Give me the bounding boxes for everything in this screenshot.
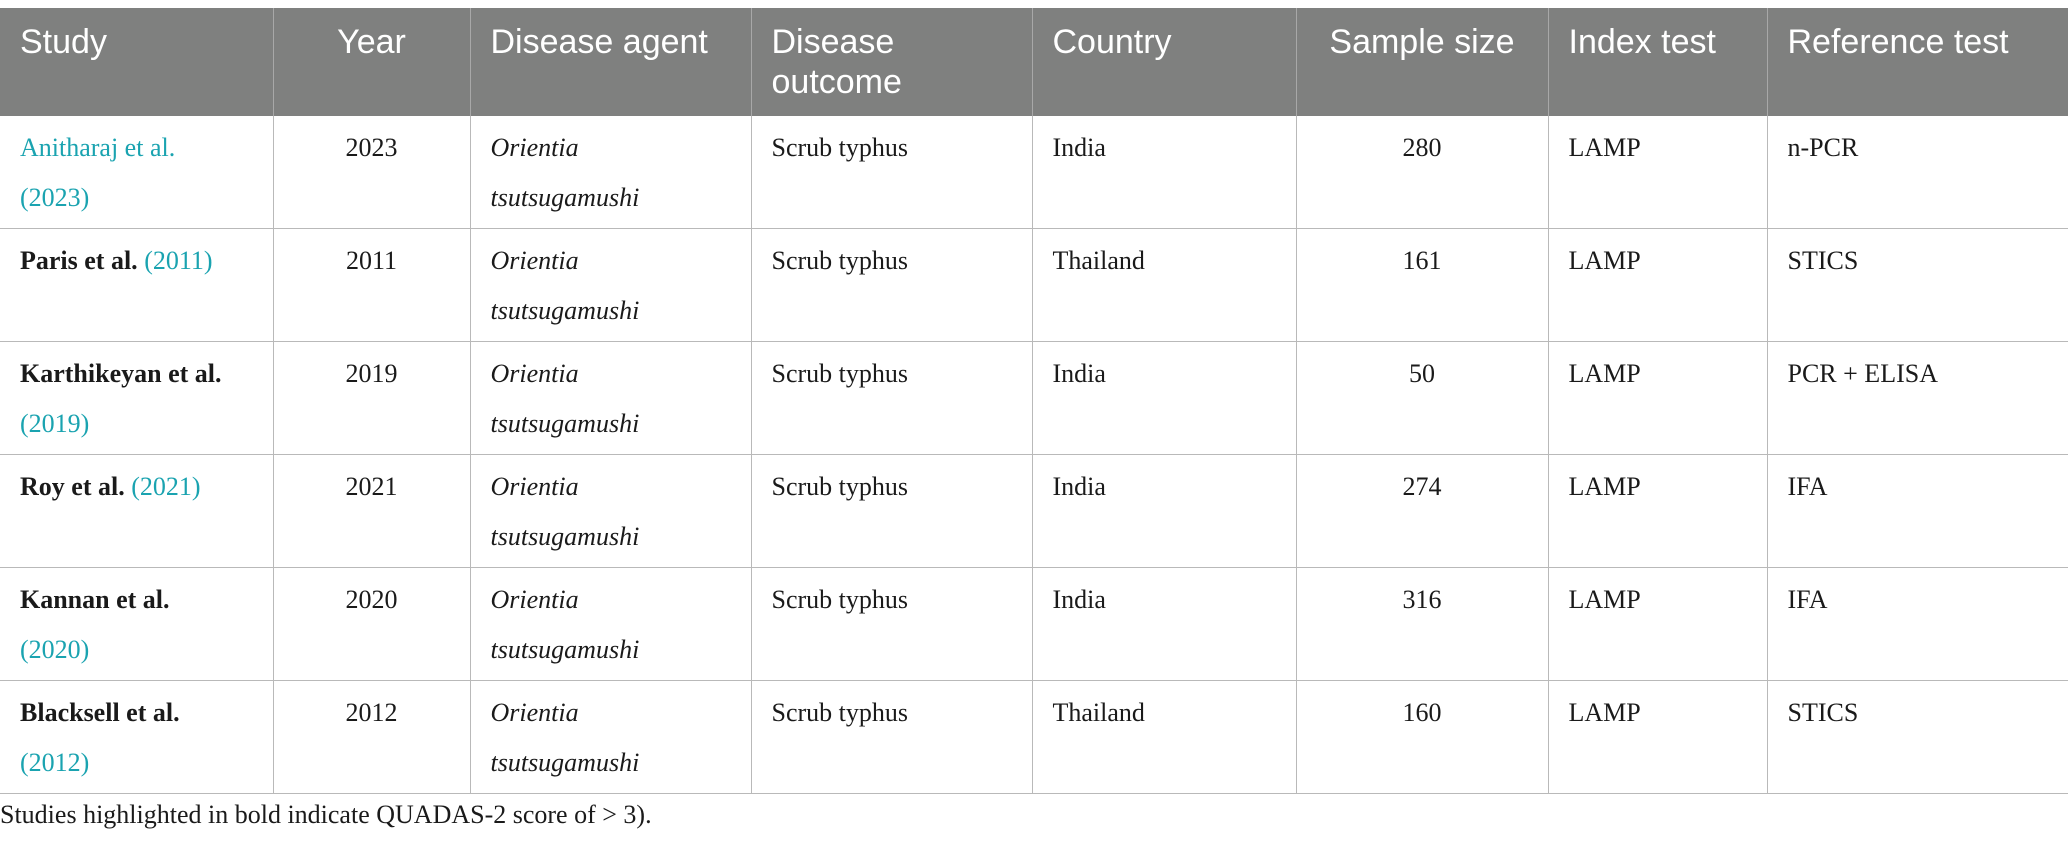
- country-cell: India: [1032, 454, 1297, 568]
- header-year: Year: [273, 8, 471, 116]
- study-cell: Blacksell et al. (2012): [0, 680, 274, 794]
- disease-outcome-cell: Scrub typhus: [751, 116, 1033, 229]
- sample-size-cell: 316: [1296, 567, 1549, 681]
- country-cell: Thailand: [1032, 680, 1297, 794]
- header-reference-test: Reference test: [1767, 8, 2068, 116]
- disease-agent-cell: Orientia tsutsugamushi: [470, 680, 752, 794]
- year-cell: 2019: [273, 341, 471, 455]
- table-row: Karthikeyan et al. (2019) 2019 Orientia t…: [0, 341, 2068, 455]
- table-body: Anitharaj et al. (2023) 2023 Orientia tsu…: [0, 116, 2068, 794]
- disease-outcome-cell: Scrub typhus: [751, 454, 1033, 568]
- header-disease-agent: Disease agent: [470, 8, 752, 116]
- disease-outcome-cell: Scrub typhus: [751, 680, 1033, 794]
- study-cell: Karthikeyan et al. (2019): [0, 341, 274, 455]
- header-disease-outcome: Disease outcome: [751, 8, 1033, 116]
- table-row: Roy et al. (2021) 2021 Orientia tsutsuga…: [0, 454, 2068, 568]
- index-test-cell: LAMP: [1548, 680, 1768, 794]
- table-row: Paris et al. (2011) 2011 Orientia tsutsu…: [0, 228, 2068, 342]
- country-cell: Thailand: [1032, 228, 1297, 342]
- reference-test-cell: n-PCR: [1767, 116, 2068, 229]
- studies-table-container: Study Year Disease agent Disease outcome…: [0, 8, 2068, 794]
- table-row: Blacksell et al. (2012) 2012 Orientia tsu…: [0, 680, 2068, 794]
- study-cell: Paris et al. (2011): [0, 228, 274, 342]
- header-index-test: Index test: [1548, 8, 1768, 116]
- study-author: Paris et al.: [20, 246, 138, 275]
- disease-agent-cell: Orientia tsutsugamushi: [470, 228, 752, 342]
- country-cell: India: [1032, 116, 1297, 229]
- study-citation-year[interactable]: (2011): [144, 246, 213, 275]
- table-row: Anitharaj et al. (2023) 2023 Orientia tsu…: [0, 116, 2068, 229]
- disease-outcome-cell: Scrub typhus: [751, 567, 1033, 681]
- index-test-cell: LAMP: [1548, 567, 1768, 681]
- studies-table: Study Year Disease agent Disease outcome…: [0, 8, 2068, 794]
- study-citation-year[interactable]: (2021): [131, 472, 201, 501]
- header-study: Study: [0, 8, 274, 116]
- sample-size-cell: 280: [1296, 116, 1549, 229]
- disease-agent-cell: Orientia tsutsugamushi: [470, 454, 752, 568]
- header-country: Country: [1032, 8, 1297, 116]
- study-author: Karthikeyan et al.: [20, 359, 222, 388]
- reference-test-cell: IFA: [1767, 567, 2068, 681]
- year-cell: 2021: [273, 454, 471, 568]
- table-header: Study Year Disease agent Disease outcome…: [0, 8, 2068, 116]
- study-author: Roy et al.: [20, 472, 125, 501]
- study-cell: Anitharaj et al. (2023): [0, 116, 274, 229]
- study-citation-year[interactable]: (2023): [20, 183, 90, 212]
- study-citation-year[interactable]: (2020): [20, 635, 90, 664]
- index-test-cell: LAMP: [1548, 228, 1768, 342]
- reference-test-cell: STICS: [1767, 228, 2068, 342]
- header-sample-size: Sample size: [1296, 8, 1549, 116]
- index-test-cell: LAMP: [1548, 454, 1768, 568]
- country-cell: India: [1032, 567, 1297, 681]
- index-test-cell: LAMP: [1548, 116, 1768, 229]
- year-cell: 2020: [273, 567, 471, 681]
- sample-size-cell: 274: [1296, 454, 1549, 568]
- index-test-cell: LAMP: [1548, 341, 1768, 455]
- reference-test-cell: STICS: [1767, 680, 2068, 794]
- disease-agent-cell: Orientia tsutsugamushi: [470, 341, 752, 455]
- year-cell: 2011: [273, 228, 471, 342]
- study-cell: Roy et al. (2021): [0, 454, 274, 568]
- sample-size-cell: 161: [1296, 228, 1549, 342]
- table-row: Kannan et al. (2020) 2020 Orientia tsutsu…: [0, 567, 2068, 681]
- study-citation-year[interactable]: (2019): [20, 409, 90, 438]
- disease-outcome-cell: Scrub typhus: [751, 341, 1033, 455]
- reference-test-cell: IFA: [1767, 454, 2068, 568]
- study-author-link[interactable]: Anitharaj et al.: [20, 133, 176, 162]
- table-footnote: Studies highlighted in bold indicate QUA…: [0, 800, 652, 829]
- study-citation-year[interactable]: (2012): [20, 748, 90, 777]
- study-cell: Kannan et al. (2020): [0, 567, 274, 681]
- study-author: Blacksell et al.: [20, 698, 180, 727]
- study-author: Kannan et al.: [20, 585, 170, 614]
- disease-outcome-cell: Scrub typhus: [751, 228, 1033, 342]
- reference-test-cell: PCR + ELISA: [1767, 341, 2068, 455]
- year-cell: 2012: [273, 680, 471, 794]
- sample-size-cell: 160: [1296, 680, 1549, 794]
- header-row: Study Year Disease agent Disease outcome…: [0, 8, 2068, 116]
- sample-size-cell: 50: [1296, 341, 1549, 455]
- disease-agent-cell: Orientia tsutsugamushi: [470, 116, 752, 229]
- disease-agent-cell: Orientia tsutsugamushi: [470, 567, 752, 681]
- year-cell: 2023: [273, 116, 471, 229]
- country-cell: India: [1032, 341, 1297, 455]
